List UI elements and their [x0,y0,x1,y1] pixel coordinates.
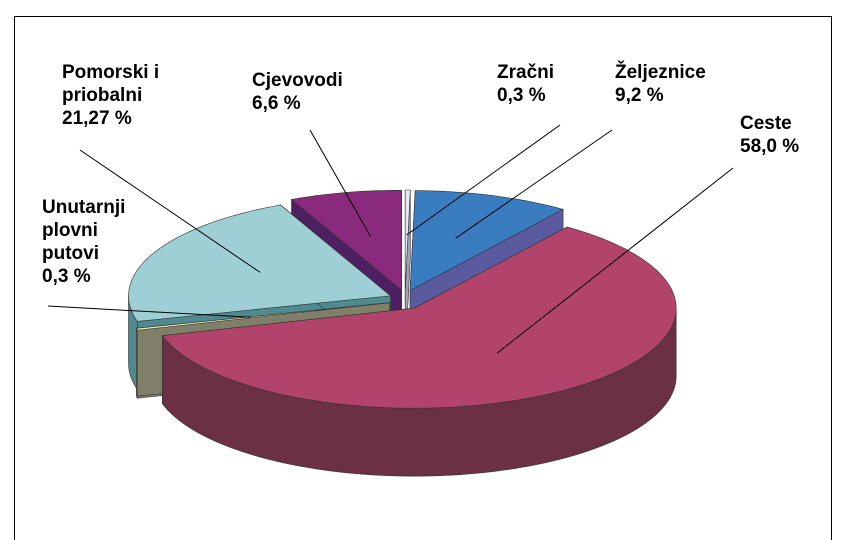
slice-name: Ceste [740,113,792,134]
slice-value: 0,3 % [497,85,546,106]
leader-line [309,129,372,237]
slice-label: Zračni 0,3 % [497,61,554,107]
slice-name: Željeznice [615,62,706,83]
slice-label: Ceste 58,0 % [740,112,799,158]
slice-wall [136,327,138,400]
leader-line [406,124,561,236]
slice-name: Cjevovodi [252,70,343,91]
slice-label: Unutarnji plovni putovi 0,3 % [42,196,142,288]
slice-value: 6,6 % [252,93,301,114]
slice-top [135,302,390,331]
slice-name: Unutarnji plovni putovi [42,197,126,264]
slice-value: 58,0 % [740,136,800,157]
slice-label: Cjevovodi 6,6 % [252,69,343,115]
slice-top [409,190,564,292]
slice-label: Željeznice 9,2 % [615,61,706,107]
leader-line [47,305,251,318]
slice-label: Pomorski i priobalni 21,27 % [62,61,177,130]
slice-name: Pomorski i priobalni [62,62,160,106]
slice-value: 9,2 % [615,85,664,106]
leader-line [496,167,734,354]
slice-value: 0,3 % [42,266,91,287]
slice-name: Zračni [497,62,555,83]
slice-top [404,189,411,291]
slice-top [161,226,677,409]
slice-top [128,204,392,322]
slice-value: 21,27 % [62,108,132,129]
leader-line [455,129,613,239]
leader-line [79,149,261,273]
frame [14,16,832,540]
